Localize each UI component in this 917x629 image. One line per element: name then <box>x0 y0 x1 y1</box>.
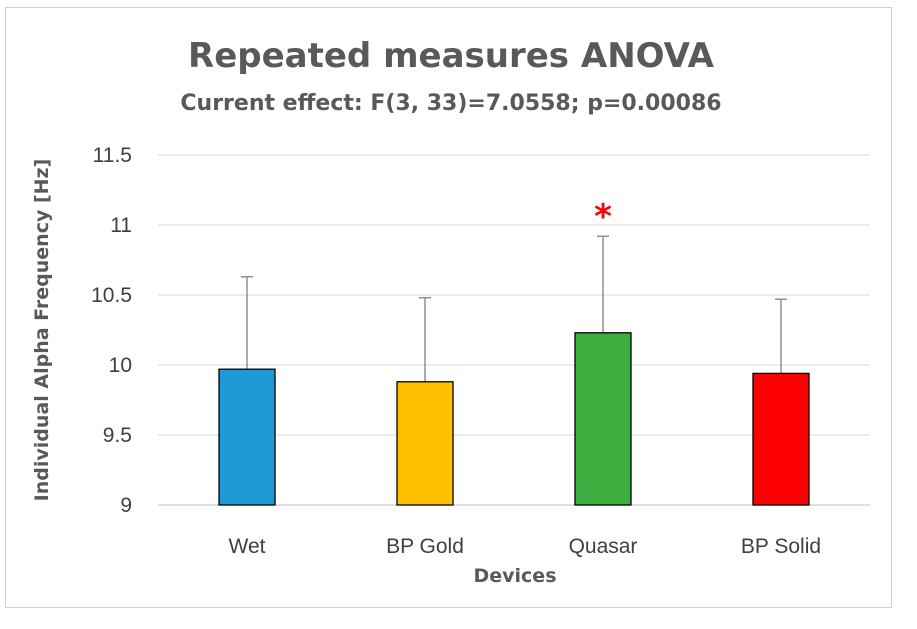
x-tick-label: BP Solid <box>741 535 821 558</box>
y-axis-ticks: 9 9.5 10 10.5 11 11.5 <box>91 144 132 517</box>
bar-bp-gold <box>396 381 454 506</box>
bar-quasar <box>574 332 632 506</box>
bar-bp-solid <box>752 372 810 506</box>
bars <box>218 235 810 506</box>
y-axis-title: Individual Alpha Frequency [Hz] <box>31 159 53 502</box>
x-tick-label: BP Gold <box>386 535 464 558</box>
x-axis-ticks: Wet BP Gold Quasar BP Solid <box>229 535 822 558</box>
y-tick-label: 11 <box>110 214 132 237</box>
x-tick-label: Wet <box>229 535 266 558</box>
gridlines <box>158 154 870 506</box>
y-tick-label: 9.5 <box>103 424 132 447</box>
x-tick-label: Quasar <box>569 535 638 558</box>
bar-wet <box>218 368 276 506</box>
y-tick-label: 9 <box>120 494 132 517</box>
significance-asterisk: * <box>594 197 612 237</box>
chart-frame <box>5 7 892 608</box>
y-tick-label: 10 <box>109 354 132 377</box>
y-tick-label: 11.5 <box>93 144 132 167</box>
chart-title: Repeated measures ANOVA <box>188 36 715 76</box>
y-tick-label: 10.5 <box>91 284 132 307</box>
x-axis-title: Devices <box>473 565 556 587</box>
annotations: * <box>594 197 612 237</box>
chart-subtitle: Current effect: F(3, 33)=7.0558; p=0.000… <box>180 91 721 116</box>
